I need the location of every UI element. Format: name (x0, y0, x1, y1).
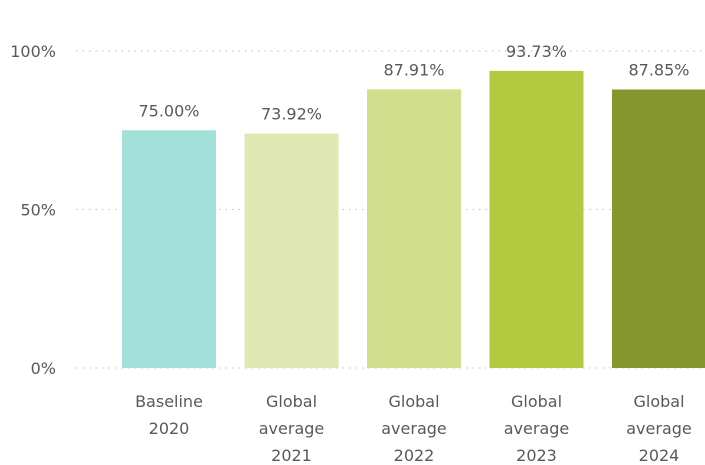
y-tick-label: 100% (10, 42, 56, 61)
category-label-line: Global (388, 392, 439, 411)
bar-2 (367, 89, 461, 368)
category-label-4: Global average 2024 (626, 392, 692, 465)
bar-3 (489, 70, 584, 368)
category-labels: Baseline 2020 Global average 2021 Global avera… (135, 392, 692, 465)
bar-1 (244, 133, 339, 368)
category-label-1: Global average 2021 (259, 392, 325, 465)
y-axis-tick-labels: 0% 50% 100% (10, 42, 56, 378)
category-label-line: average (626, 419, 692, 438)
data-label-2: 87.91% (383, 60, 444, 79)
category-label-2: Global average 2022 (381, 392, 447, 465)
y-tick-label: 0% (31, 359, 56, 378)
category-label-line: 2024 (639, 446, 680, 465)
data-label-0: 75.00% (138, 101, 199, 120)
category-label-line: Global (633, 392, 684, 411)
y-tick-label: 50% (20, 201, 56, 220)
data-label-1: 73.92% (261, 105, 322, 124)
category-label-line: 2023 (516, 446, 557, 465)
category-label-line: 2022 (394, 446, 435, 465)
category-label-3: Global average 2023 (504, 392, 570, 465)
category-label-line: Global (266, 392, 317, 411)
data-label-3: 93.73% (506, 42, 567, 61)
data-label-4: 87.85% (628, 61, 689, 80)
category-label-line: average (504, 419, 570, 438)
category-label-0: Baseline 2020 (135, 392, 203, 438)
bar-0 (122, 130, 216, 368)
category-label-line: 2020 (149, 419, 190, 438)
bar-4 (612, 89, 705, 368)
data-labels: 75.00% 73.92% 87.91% 93.73% 87.85% (138, 42, 689, 124)
category-label-line: Baseline (135, 392, 203, 411)
category-label-line: average (381, 419, 447, 438)
category-label-line: Global (511, 392, 562, 411)
bars (122, 70, 705, 368)
category-label-line: 2021 (271, 446, 312, 465)
category-label-line: average (259, 419, 325, 438)
